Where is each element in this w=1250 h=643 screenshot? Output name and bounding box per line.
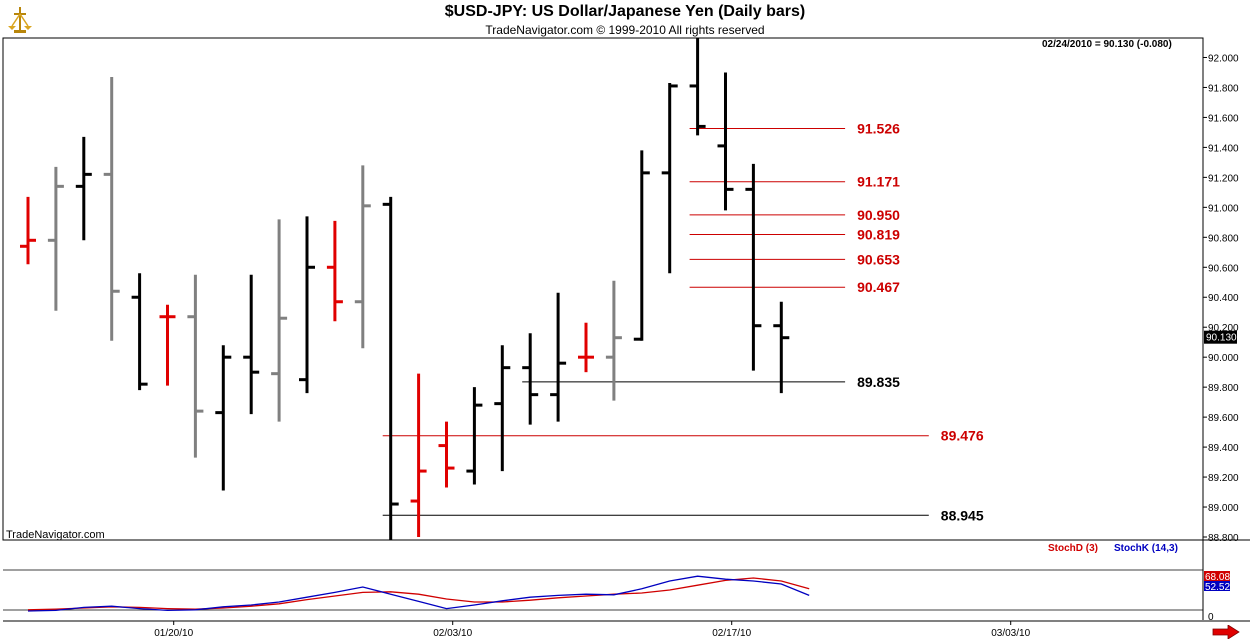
ohlc-bar [717,72,734,211]
ohlc-bar [20,196,36,265]
level-label: 90.819 [857,226,900,242]
stoch-y-tick-label: 0 [1208,612,1214,623]
ohlc-bar [494,345,511,472]
level-label: 89.476 [941,428,984,444]
ohlc-bar [745,163,762,371]
level-label: 91.171 [857,174,900,190]
ohlc-bar [578,322,594,373]
ohlc-bar [661,82,678,274]
ohlc-bar [410,373,427,538]
x-tick-label: 03/03/10 [991,628,1030,639]
ohlc-bar [299,216,315,394]
x-tick-label: 02/17/10 [712,628,751,639]
y-tick-label: 91.800 [1208,83,1239,94]
y-tick-label: 89.200 [1208,473,1239,484]
level-label: 89.835 [857,374,900,390]
stochd-value: 68.08 [1205,572,1230,583]
ohlc-bar [75,136,92,241]
y-tick-label: 90.600 [1208,263,1239,274]
ohlc-bar [689,38,706,136]
y-tick-label: 89.400 [1208,443,1239,454]
y-tick-label: 91.600 [1208,113,1239,124]
ohlc-bar [159,304,176,386]
chart-title: $USD-JPY: US Dollar/Japanese Yen (Daily … [444,3,806,20]
y-tick-label: 91.000 [1208,203,1239,214]
y-tick-label: 90.400 [1208,293,1239,304]
stochk-legend: StochK (14,3) [1114,543,1178,554]
ohlc-bar [326,220,343,322]
ohlc-bar [187,274,204,458]
last-price-box [1204,330,1237,344]
ohlc-bar [243,274,260,415]
stochd-legend: StochD (3) [1048,543,1098,554]
ohlc-bar [605,280,622,401]
copyright-subtitle: TradeNavigator.com © 1999-2010 All right… [485,23,765,37]
ohlc-bar [773,301,790,394]
logo-icon [8,7,32,33]
y-tick-label: 91.400 [1208,143,1239,154]
scroll-right-arrow-icon[interactable] [1212,625,1240,639]
x-tick-label: 02/03/10 [433,628,472,639]
watermark: TradeNavigator.com [6,529,105,541]
level-label: 88.945 [941,507,984,523]
price-readout: 02/24/2010 = 90.130 (-0.080) [1042,39,1172,50]
ohlc-bar [271,219,288,422]
x-tick-label: 01/20/10 [154,628,193,639]
ohlc-bar [522,333,539,425]
level-label: 90.950 [857,207,900,223]
ohlc-bar [131,273,148,391]
y-tick-label: 90.000 [1208,353,1239,364]
ohlc-bar [47,166,64,311]
ohlc-bar [103,76,120,341]
ohlc-bar [354,165,371,349]
y-tick-label: 90.200 [1208,323,1239,334]
stochk-value: 52.52 [1205,582,1230,593]
level-label: 90.467 [857,279,900,295]
stochd-line [27,577,810,611]
ohlc-bar [550,292,567,422]
y-tick-label: 88.800 [1208,533,1239,544]
level-label: 91.526 [857,121,900,137]
y-tick-label: 91.200 [1208,173,1239,184]
y-tick-label: 92.000 [1208,53,1239,64]
y-tick-label: 89.000 [1208,503,1239,514]
stochk-value-box [1204,581,1230,591]
ohlc-bar [438,421,455,488]
ohlc-bar [215,345,232,491]
y-tick-label: 89.600 [1208,413,1239,424]
ohlc-bar [466,387,483,485]
stochk-line [27,575,810,612]
y-tick-label: 90.800 [1208,233,1239,244]
ohlc-bar [633,150,650,341]
price-panel-frame [2,37,1204,541]
y-tick-label: 89.800 [1208,383,1239,394]
last-price-label: 90.130 [1206,333,1237,344]
ohlc-bar [382,196,399,540]
level-label: 90.653 [857,251,900,267]
stochd-value-box [1204,571,1230,581]
